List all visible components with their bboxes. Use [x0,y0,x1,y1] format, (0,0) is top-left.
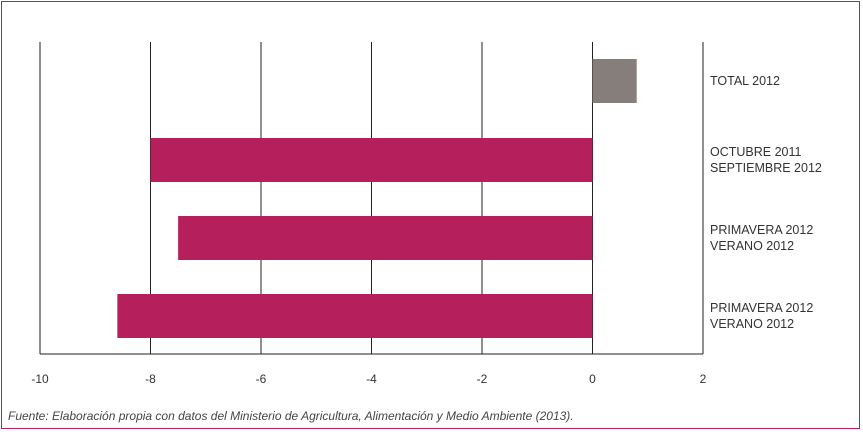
category-labels: TOTAL 2012 OCTUBRE 2011 SEPTIEMBRE 2012 PRI… [710,74,822,331]
x-tick-label: -2 [477,372,488,386]
category-label: PRIMAVERA 2012 [710,301,813,315]
bar-2 [178,216,593,260]
category-label: OCTUBRE 2011 [710,145,802,159]
x-tick-label: -4 [366,372,377,386]
category-label: VERANO 2012 [710,239,794,253]
bar-0 [592,59,637,103]
category-label: SEPTIEMBRE 2012 [710,161,822,175]
x-tick-label: -6 [256,372,267,386]
category-label: VERANO 2012 [710,317,794,331]
x-tick-label: -8 [145,372,156,386]
x-tick-label: -10 [31,372,49,386]
bar-3 [117,294,593,338]
x-tick-label: 0 [589,372,596,386]
category-label: TOTAL 2012 [710,74,780,88]
bar-1 [150,138,593,182]
x-axis: -10 -8 -6 -4 -2 0 2 [31,353,707,386]
bars [117,59,637,338]
source-note: Fuente: Elaboración propia con datos del… [8,409,574,423]
x-tick-label: 2 [700,372,707,386]
category-label: PRIMAVERA 2012 [710,223,813,237]
